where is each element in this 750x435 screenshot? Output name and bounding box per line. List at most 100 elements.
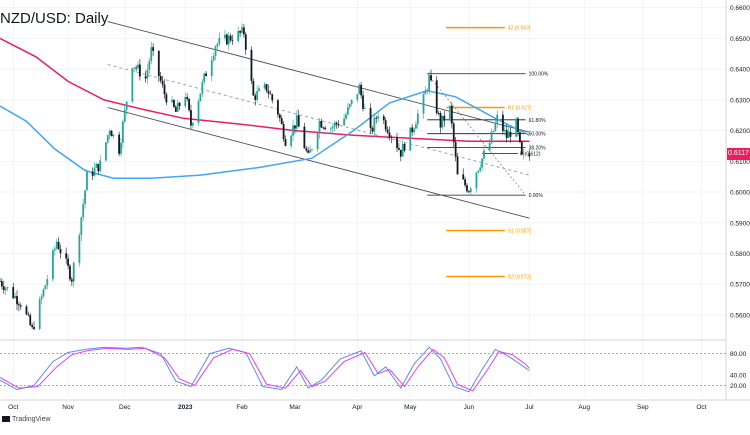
fib-level-label: 100.00% (529, 72, 549, 78)
candle-body (53, 248, 56, 251)
candle-body (131, 68, 134, 102)
x-tick-label: Nov (62, 404, 74, 411)
candle-body (188, 98, 190, 111)
moving-averages (0, 37, 530, 179)
candle-body (186, 97, 189, 99)
candle-body (163, 84, 166, 95)
candle-body (396, 137, 398, 149)
fib-level-label: 38.20% (529, 145, 547, 151)
candle-body (84, 190, 86, 204)
candle-body (439, 113, 442, 128)
candle-body (318, 120, 321, 133)
candle-body (97, 163, 100, 172)
stochastic-pane: 80.00 40.00 20.00 (0, 346, 747, 393)
stoch-tick-label: 20.00 (730, 383, 747, 390)
pivot-level-label: 42 (0.653) (508, 26, 531, 32)
candle-body (528, 153, 531, 157)
candle-body (69, 265, 71, 280)
candle-body (40, 296, 43, 300)
candle-body (411, 127, 414, 133)
candle-body (277, 100, 279, 115)
candle-body (4, 288, 7, 291)
candle-body (384, 120, 387, 130)
candle-body (256, 91, 259, 100)
candle-body (477, 170, 480, 173)
candle-body (148, 60, 151, 70)
candle-body (165, 94, 168, 103)
candle-body (252, 80, 255, 96)
candles (0, 23, 531, 331)
candle-body (466, 185, 468, 192)
candle-body (373, 117, 376, 132)
x-tick-label: Dec (119, 404, 131, 411)
candle-body (488, 142, 491, 151)
candle-body (57, 241, 60, 250)
candle-body (520, 141, 523, 155)
candle-body (25, 306, 28, 315)
candle-body (415, 124, 417, 129)
candle-body (152, 47, 155, 51)
candle-body (481, 158, 484, 168)
candle-body (108, 130, 111, 136)
candle-body (377, 116, 380, 119)
candle-body (375, 117, 378, 119)
candle-body (509, 131, 512, 137)
candle-body (199, 93, 202, 102)
candle-body (201, 81, 204, 94)
candle-body (242, 27, 245, 35)
candle-body (210, 60, 213, 77)
candle-body (263, 84, 266, 89)
moving-average-short (0, 89, 530, 179)
candle-body (496, 114, 499, 123)
candle-body (331, 126, 334, 129)
candle-body (515, 118, 518, 137)
candle-body (157, 50, 160, 77)
candle-body (203, 73, 206, 82)
x-tick-label: Sep (637, 404, 649, 411)
candle-body (346, 107, 349, 115)
candle-body (227, 35, 230, 45)
candle-body (303, 126, 306, 149)
candle-body (65, 253, 68, 259)
candle-body (225, 34, 228, 45)
candle-body (52, 250, 54, 280)
candle-body (99, 160, 102, 172)
candle-body (297, 115, 300, 127)
candle-body (159, 76, 162, 81)
time-axis[interactable]: Oct Nov Dec 2023 Feb Mar Apr May Jun Jul Aug Sep Oct (8, 404, 706, 411)
candle-body (371, 127, 374, 132)
candle-body (492, 130, 495, 132)
candle-body (390, 136, 393, 138)
candle-body (348, 103, 351, 108)
candle-body (42, 289, 45, 297)
candle-body (416, 113, 419, 125)
candle-body (205, 73, 207, 77)
candle-body (121, 121, 124, 143)
candle-body (475, 172, 478, 189)
candle-body (125, 101, 128, 110)
candle-body (18, 304, 20, 306)
candle-body (86, 171, 88, 191)
candle-body (33, 326, 35, 329)
candle-body (16, 296, 18, 305)
y-tick-label: 0.56000 (730, 312, 750, 319)
candle-body (363, 108, 366, 109)
candle-body (178, 102, 181, 107)
pivot-level-label: S1 (0.587) (508, 228, 532, 234)
candle-body (269, 93, 272, 95)
candle-body (401, 143, 404, 157)
fib-level-label: 50.00% (529, 132, 547, 138)
candle-body (244, 34, 247, 50)
candle-body (519, 132, 521, 142)
candle-body (403, 143, 406, 151)
